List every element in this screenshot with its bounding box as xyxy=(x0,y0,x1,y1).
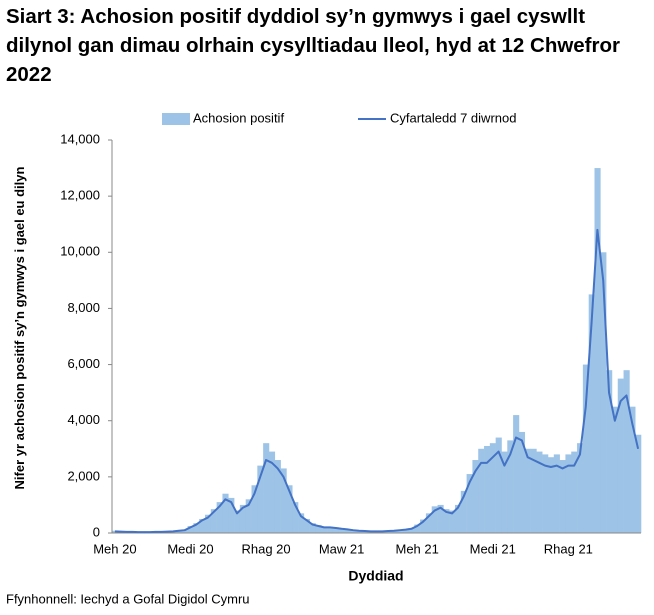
bar xyxy=(495,437,502,533)
bar xyxy=(234,510,241,533)
y-tick-label: 2,000 xyxy=(67,468,100,483)
bar xyxy=(582,364,589,533)
bar xyxy=(553,454,560,533)
bar xyxy=(199,518,206,533)
bar xyxy=(501,451,508,533)
bar xyxy=(303,518,310,533)
bar xyxy=(629,406,636,533)
bar xyxy=(408,528,415,533)
legend-label: Achosion positif xyxy=(193,110,284,125)
bar xyxy=(402,529,409,533)
bar xyxy=(623,370,630,533)
bar xyxy=(193,523,200,533)
chart-title: Siart 3: Achosion positif dyddiol sy’n g… xyxy=(6,5,620,86)
bar xyxy=(338,528,345,533)
bar xyxy=(350,529,357,533)
bar xyxy=(309,523,316,533)
bar xyxy=(420,519,427,533)
bar xyxy=(454,504,462,533)
bar xyxy=(547,457,555,533)
bar xyxy=(274,460,281,533)
bar xyxy=(507,440,514,533)
bar xyxy=(594,168,601,534)
y-tick-label: 6,000 xyxy=(67,356,100,371)
bar xyxy=(251,485,258,533)
bar xyxy=(332,527,340,533)
bar xyxy=(577,443,584,533)
bar xyxy=(518,431,526,533)
bar xyxy=(635,434,642,533)
bar xyxy=(210,509,217,533)
bar xyxy=(617,378,624,533)
x-tick-label: Rhag 21 xyxy=(544,541,593,556)
bar xyxy=(321,526,328,533)
bar xyxy=(478,448,485,533)
source: Ffynhonnell: Iechyd a Gofal Digidol Cymr… xyxy=(6,591,250,606)
y-tick-label: 8,000 xyxy=(67,300,100,315)
bar xyxy=(263,443,270,533)
bar xyxy=(542,454,549,533)
y-tick-label: 14,000 xyxy=(60,131,100,146)
x-tick-label: Meh 20 xyxy=(93,541,136,556)
bar xyxy=(414,524,421,533)
bar xyxy=(286,485,293,533)
bar xyxy=(524,448,531,533)
y-tick-label: 12,000 xyxy=(60,188,100,203)
bar xyxy=(472,460,479,533)
line xyxy=(114,228,640,534)
bar xyxy=(327,526,334,533)
bar xyxy=(425,513,433,533)
bar xyxy=(530,448,537,533)
x-axis-title: Dyddiad xyxy=(348,568,403,584)
bar xyxy=(222,493,229,533)
x-tick-label: Meh 21 xyxy=(396,541,439,556)
bar xyxy=(431,506,438,533)
y-tick-label: 0 xyxy=(93,524,100,539)
bar xyxy=(205,514,212,533)
bar xyxy=(559,460,566,533)
bar xyxy=(292,502,299,533)
bar xyxy=(437,504,444,533)
bar xyxy=(280,468,287,533)
legend-label: Cyfartaledd 7 diwrnod xyxy=(390,110,516,125)
bar xyxy=(257,465,264,533)
bar xyxy=(536,451,543,533)
bar xyxy=(268,451,276,533)
bar xyxy=(460,490,467,533)
y-tick-label: 10,000 xyxy=(60,244,100,259)
bar xyxy=(600,252,607,534)
bar xyxy=(513,415,520,533)
x-tick-label: Medi 21 xyxy=(470,541,516,556)
bar xyxy=(588,294,595,533)
bar xyxy=(571,451,578,533)
x-tick-label: Medi 20 xyxy=(167,541,213,556)
bar xyxy=(611,406,619,533)
bar xyxy=(245,499,252,533)
bar xyxy=(396,529,403,533)
bar xyxy=(449,510,456,533)
bar xyxy=(443,509,450,533)
legend-swatch xyxy=(162,113,190,125)
bar xyxy=(239,504,247,533)
x-tick-label: Rhag 20 xyxy=(241,541,290,556)
bar xyxy=(181,529,188,533)
bar xyxy=(216,502,223,533)
bar xyxy=(298,513,305,533)
bar xyxy=(344,529,351,533)
bar xyxy=(228,497,235,533)
bar xyxy=(565,454,572,533)
bar xyxy=(606,370,613,533)
bar xyxy=(466,474,473,533)
bar xyxy=(489,443,496,533)
bar xyxy=(187,525,194,533)
x-tick-label: Maw 21 xyxy=(319,541,365,556)
bar xyxy=(315,525,322,533)
y-tick-label: 4,000 xyxy=(67,412,100,427)
bar xyxy=(484,445,491,533)
